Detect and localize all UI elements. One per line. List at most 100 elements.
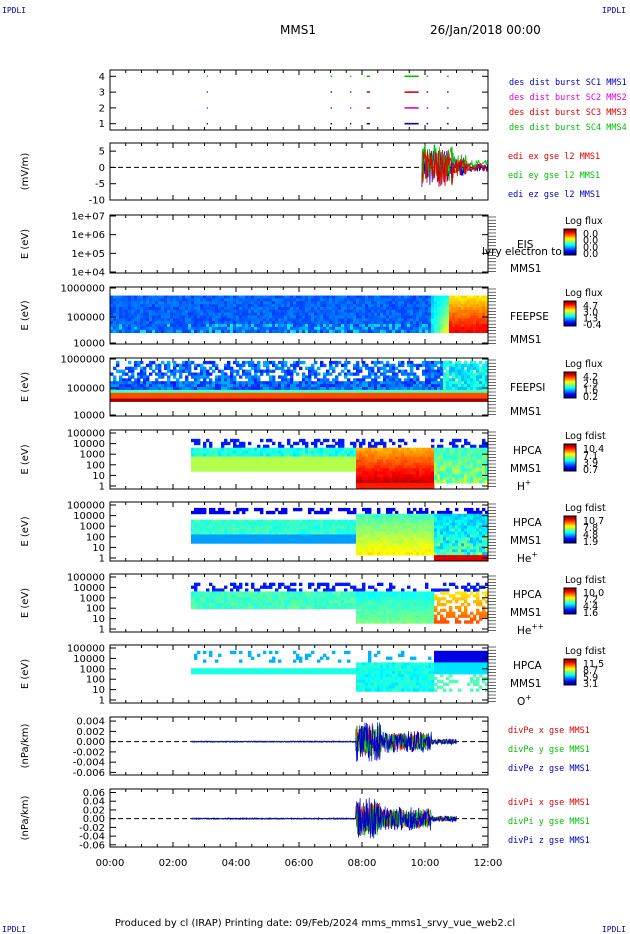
spectrogram-cell: [176, 392, 180, 397]
spectrogram-cell: [278, 318, 282, 322]
spectrogram-cell: [437, 369, 441, 373]
spectrogram-cell: [434, 465, 438, 469]
spectrogram-cell: [380, 389, 384, 394]
spectrogram-cell: [278, 450, 282, 454]
spectrogram-cell: [476, 453, 480, 457]
spectrogram-cell: [179, 306, 183, 311]
spectrogram-cell: [215, 309, 219, 314]
spectrogram-cell: [242, 465, 246, 469]
spectrogram-cell: [392, 326, 396, 331]
spectrogram-cell: [218, 522, 222, 526]
spectrogram-cell: [116, 326, 120, 331]
spectrogram-cell: [188, 398, 192, 402]
spectrogram-cell: [443, 384, 447, 388]
spectrogram-cell: [440, 321, 444, 325]
spectrogram-cell: [275, 312, 279, 316]
spectrogram-cell: [116, 321, 120, 325]
spectrogram-cell: [113, 298, 117, 302]
spectrogram-cell: [398, 447, 402, 452]
spectrogram-cell: [122, 378, 126, 382]
spectrogram-cell: [386, 309, 390, 314]
spectrogram-cell: [425, 360, 429, 365]
spectrogram-cell: [242, 315, 246, 319]
spectrogram-cell: [323, 372, 327, 376]
y-tick-label: 1e+06: [71, 230, 105, 241]
spectrogram-cell: [269, 438, 273, 443]
spectrogram-cell: [422, 301, 426, 305]
spectrogram-cell: [482, 326, 486, 331]
spectrogram-cell: [326, 395, 330, 399]
spectrogram-cell: [149, 304, 153, 308]
spectrogram-cell: [272, 324, 276, 328]
spectrogram-cell: [293, 309, 297, 314]
spectrogram-cell: [137, 378, 141, 382]
spectrogram-cell: [299, 306, 303, 311]
spectrogram-cell: [218, 315, 222, 319]
spectrogram-cell: [461, 326, 465, 331]
spectrogram-cell: [206, 525, 210, 529]
spectrogram-cell: [203, 369, 207, 373]
spectrogram-cell: [446, 312, 450, 316]
spectrogram-cell: [413, 306, 417, 311]
spectrogram-cell: [287, 447, 291, 452]
spectrogram-cell: [476, 375, 480, 379]
spectrogram-cell: [173, 387, 177, 391]
spectrogram-cell: [284, 459, 288, 463]
spectrogram-cell: [431, 324, 435, 328]
y-tick-label: 100000: [67, 313, 105, 324]
spectrogram-cell: [218, 309, 222, 314]
spectrogram-cell: [230, 462, 234, 466]
spectrogram-cell: [305, 304, 309, 308]
spectrogram-cell: [446, 392, 450, 397]
spectrogram-cell: [158, 318, 162, 322]
spectrogram-cell: [353, 324, 357, 328]
spectrogram-cell: [209, 510, 213, 515]
spectrogram-cell: [383, 392, 387, 397]
spectrogram-cell: [215, 456, 219, 460]
spectrogram-cell: [359, 387, 363, 391]
spectrogram-cell: [449, 306, 453, 311]
spectrogram-cell: [248, 398, 252, 402]
spectrogram-cell: [473, 468, 477, 472]
spectrogram-cell: [149, 301, 153, 305]
spectrogram-cell: [485, 465, 489, 469]
spectrogram-cell: [455, 324, 459, 328]
spectrogram-cell: [266, 366, 270, 370]
spectrogram-cell: [449, 465, 453, 469]
spectrogram-cell: [203, 329, 207, 333]
spectrogram-cell: [239, 298, 243, 302]
spectrogram-cell: [299, 392, 303, 397]
spectrogram-cell: [167, 366, 171, 370]
spectrogram-cell: [278, 441, 282, 446]
spectrogram-cell: [254, 324, 258, 328]
spectrogram-cell: [473, 474, 477, 478]
colorbar-cell: [564, 248, 576, 251]
colorbar-cell: [564, 240, 576, 243]
spectrogram-cell: [389, 395, 393, 399]
spectrogram-cell: [182, 306, 186, 311]
spectrogram-cell: [299, 304, 303, 308]
spectrogram-cell: [140, 398, 144, 402]
spectrogram-cell: [164, 398, 168, 402]
spectrogram-cell: [203, 381, 207, 385]
spectrogram-cell: [110, 309, 114, 314]
spectrogram-cell: [437, 462, 441, 466]
spectrogram-cell: [221, 312, 225, 316]
spectrogram-cell: [398, 312, 402, 316]
spectrogram-cell: [362, 329, 366, 333]
spectrogram-cell: [143, 301, 147, 305]
spectrogram-cell: [482, 304, 486, 308]
spectrogram-cell: [344, 398, 348, 402]
spectrogram-cell: [200, 540, 204, 544]
spectrogram-cell: [416, 324, 420, 328]
spectrogram-cell: [209, 306, 213, 311]
spectrogram-cell: [278, 381, 282, 385]
spectrogram-cell: [197, 378, 201, 382]
spectrogram-cell: [206, 531, 210, 535]
spectrogram-cell: [191, 304, 195, 308]
spectrogram-cell: [326, 468, 330, 472]
spectrogram-cell: [380, 298, 384, 302]
spectrogram-cell: [251, 321, 255, 325]
spectrogram-cell: [356, 474, 360, 478]
spectrogram-cell: [317, 465, 321, 469]
